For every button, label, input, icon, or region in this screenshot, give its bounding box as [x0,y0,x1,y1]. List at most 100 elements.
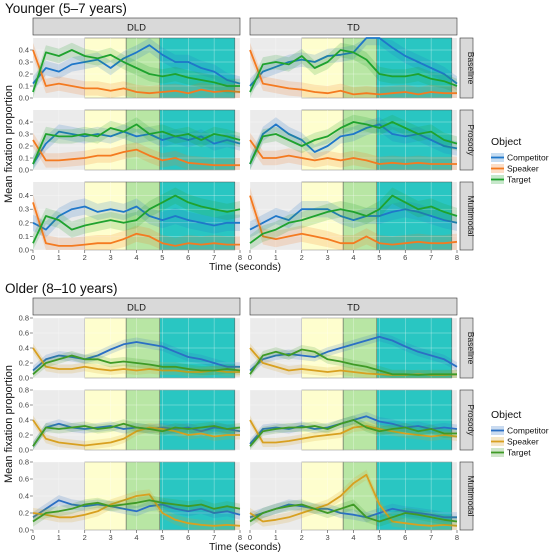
y-tick-label: 0.1 [19,82,29,91]
y-axis-label: Mean fixation proportion [3,85,15,203]
series-line [32,354,241,375]
series-line [32,139,240,167]
series-line [249,139,457,165]
series-ribbon [33,495,240,527]
y-tick-label: 0.4 [19,344,29,353]
y-tick-label: 0.3 [19,205,29,214]
y-tick-label: 0.0 [19,166,29,175]
x-tick-label: 8 [455,533,459,542]
x-tick-label: 0 [248,533,252,542]
window-band [159,37,236,99]
series-line [249,208,458,231]
y-tick-label: 0.1 [19,154,29,163]
x-tick-label: 8 [455,253,459,262]
row-strip [459,389,474,451]
series-ribbon [250,345,457,378]
x-tick-label: 6 [186,533,190,542]
y-tick-label: 0.4 [19,416,29,425]
x-tick-label: 7 [212,533,216,542]
x-tick-label: 3 [109,253,113,262]
x-tick-label: 5 [160,533,164,542]
row-strip [459,37,474,99]
series-line [32,422,241,447]
series-line [249,123,458,165]
y-tick-label: 0.4 [19,191,29,200]
x-tick-label: 8 [238,253,242,262]
y-tick-label: 0.4 [19,492,29,501]
series-ribbon [33,489,240,530]
y-tick-label: 0.0 [19,446,29,455]
y-tick-label: 0.8 [19,314,29,323]
series-line [32,419,240,447]
series-line [32,49,241,95]
column-strip-label: TD [347,303,360,314]
series-ribbon [33,351,240,378]
x-tick-label: 7 [429,253,433,262]
y-tick-label: 0.6 [19,329,29,338]
series-ribbon [33,42,240,98]
row-strip-label: Multimodal [466,475,476,516]
series-ribbon [33,194,240,250]
series-line [32,44,241,85]
x-tick-label: 1 [274,533,278,542]
x-tick-label: 7 [429,533,433,542]
window-band [376,181,453,251]
x-tick-label: 6 [403,253,407,262]
series-line [249,473,458,527]
x-tick-label: 2 [83,253,87,262]
series-ribbon [250,499,457,527]
y-tick-label: 0.6 [19,401,29,410]
series-ribbon [250,38,457,94]
series-line [32,194,241,244]
y-tick-label: 0.8 [19,386,29,395]
series-line [32,499,241,519]
x-tick-label: 6 [186,253,190,262]
series-line [249,195,458,246]
series-ribbon [250,469,457,530]
series-line [249,503,457,519]
x-tick-label: 4 [134,533,138,542]
chart-group-1: Younger (5–7 years) Mean fixation proport… [3,1,549,273]
column-strip-label: DLD [127,303,146,314]
series-line [249,194,458,244]
series-ribbon [250,42,457,98]
window-band [376,109,453,171]
column-strip-label: TD [347,23,360,34]
y-tick-label: 0.8 [19,458,29,467]
column-strip [249,17,458,36]
chart-group-2: Older (8–10 years) Mean fixation proporti… [3,281,549,553]
series-line [32,202,240,247]
x-axis-label: Time (seconds) [209,261,281,273]
series-ribbon [250,117,457,170]
row-strip [459,461,474,531]
series-line [249,419,458,444]
x-tick-label: 0 [31,533,35,542]
series-line [32,347,240,373]
x-axis-label: Time (seconds) [209,541,281,553]
series-line [249,49,457,96]
window-band [301,37,344,99]
chart-title: Younger (5–7 years) [5,1,127,16]
legend-label: Target [507,175,531,185]
row-strip-label: Prosody [466,404,476,436]
x-tick-label: 3 [109,533,113,542]
x-tick-label: 2 [83,533,87,542]
x-tick-label: 1 [57,533,61,542]
y-tick-label: 0.0 [19,374,29,383]
x-tick-label: 0 [248,253,252,262]
legend-title: Object [491,409,521,421]
series-line [32,123,241,165]
series-ribbon [250,332,457,375]
y-tick-label: 0.4 [19,118,29,127]
x-tick-label: 8 [238,533,242,542]
series-line [249,419,457,447]
legend-title: Object [491,136,521,148]
series-ribbon [250,132,457,170]
row-strip-label: Prosody [466,124,476,156]
series-line [249,503,458,523]
x-tick-label: 1 [57,253,61,262]
series-line [32,49,240,93]
legend-label: Competitor [507,153,549,163]
x-tick-label: 5 [377,533,381,542]
